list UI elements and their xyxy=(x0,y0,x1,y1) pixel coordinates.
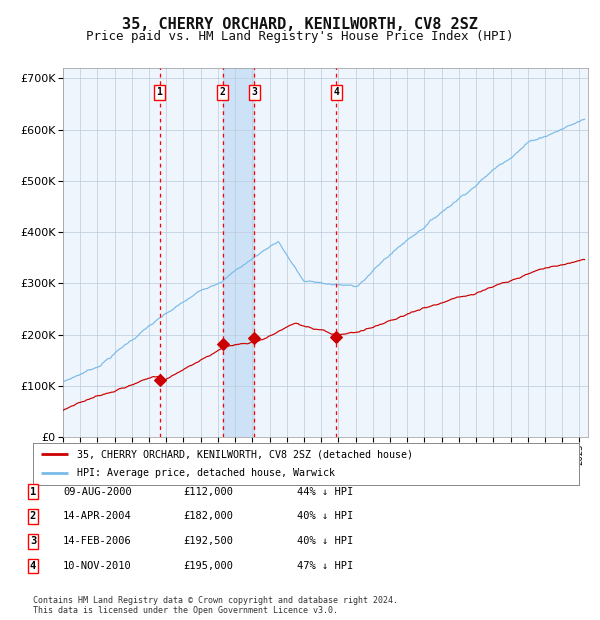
Text: 35, CHERRY ORCHARD, KENILWORTH, CV8 2SZ (detached house): 35, CHERRY ORCHARD, KENILWORTH, CV8 2SZ … xyxy=(77,449,413,459)
Text: 14-APR-2004: 14-APR-2004 xyxy=(63,512,132,521)
Text: 2: 2 xyxy=(30,512,36,521)
Text: £182,000: £182,000 xyxy=(183,512,233,521)
Text: 1: 1 xyxy=(30,487,36,497)
Text: HPI: Average price, detached house, Warwick: HPI: Average price, detached house, Warw… xyxy=(77,469,335,479)
Text: 09-AUG-2000: 09-AUG-2000 xyxy=(63,487,132,497)
Text: 4: 4 xyxy=(333,87,339,97)
Text: £192,500: £192,500 xyxy=(183,536,233,546)
Text: 10-NOV-2010: 10-NOV-2010 xyxy=(63,561,132,571)
Text: 40% ↓ HPI: 40% ↓ HPI xyxy=(297,512,353,521)
Bar xyxy=(223,68,254,437)
Text: 44% ↓ HPI: 44% ↓ HPI xyxy=(297,487,353,497)
Point xyxy=(250,334,259,343)
Text: 1: 1 xyxy=(157,87,163,97)
Text: Contains HM Land Registry data © Crown copyright and database right 2024.
This d: Contains HM Land Registry data © Crown c… xyxy=(33,596,398,615)
Text: 14-FEB-2006: 14-FEB-2006 xyxy=(63,536,132,546)
Text: 3: 3 xyxy=(30,536,36,546)
Point xyxy=(331,332,341,342)
Point xyxy=(155,374,164,384)
Text: 4: 4 xyxy=(30,561,36,571)
Text: Price paid vs. HM Land Registry's House Price Index (HPI): Price paid vs. HM Land Registry's House … xyxy=(86,30,514,43)
Text: 35, CHERRY ORCHARD, KENILWORTH, CV8 2SZ: 35, CHERRY ORCHARD, KENILWORTH, CV8 2SZ xyxy=(122,17,478,32)
Text: £195,000: £195,000 xyxy=(183,561,233,571)
Text: 2: 2 xyxy=(220,87,226,97)
Text: 3: 3 xyxy=(251,87,257,97)
Text: 47% ↓ HPI: 47% ↓ HPI xyxy=(297,561,353,571)
Text: 40% ↓ HPI: 40% ↓ HPI xyxy=(297,536,353,546)
Point xyxy=(218,339,227,349)
Text: £112,000: £112,000 xyxy=(183,487,233,497)
